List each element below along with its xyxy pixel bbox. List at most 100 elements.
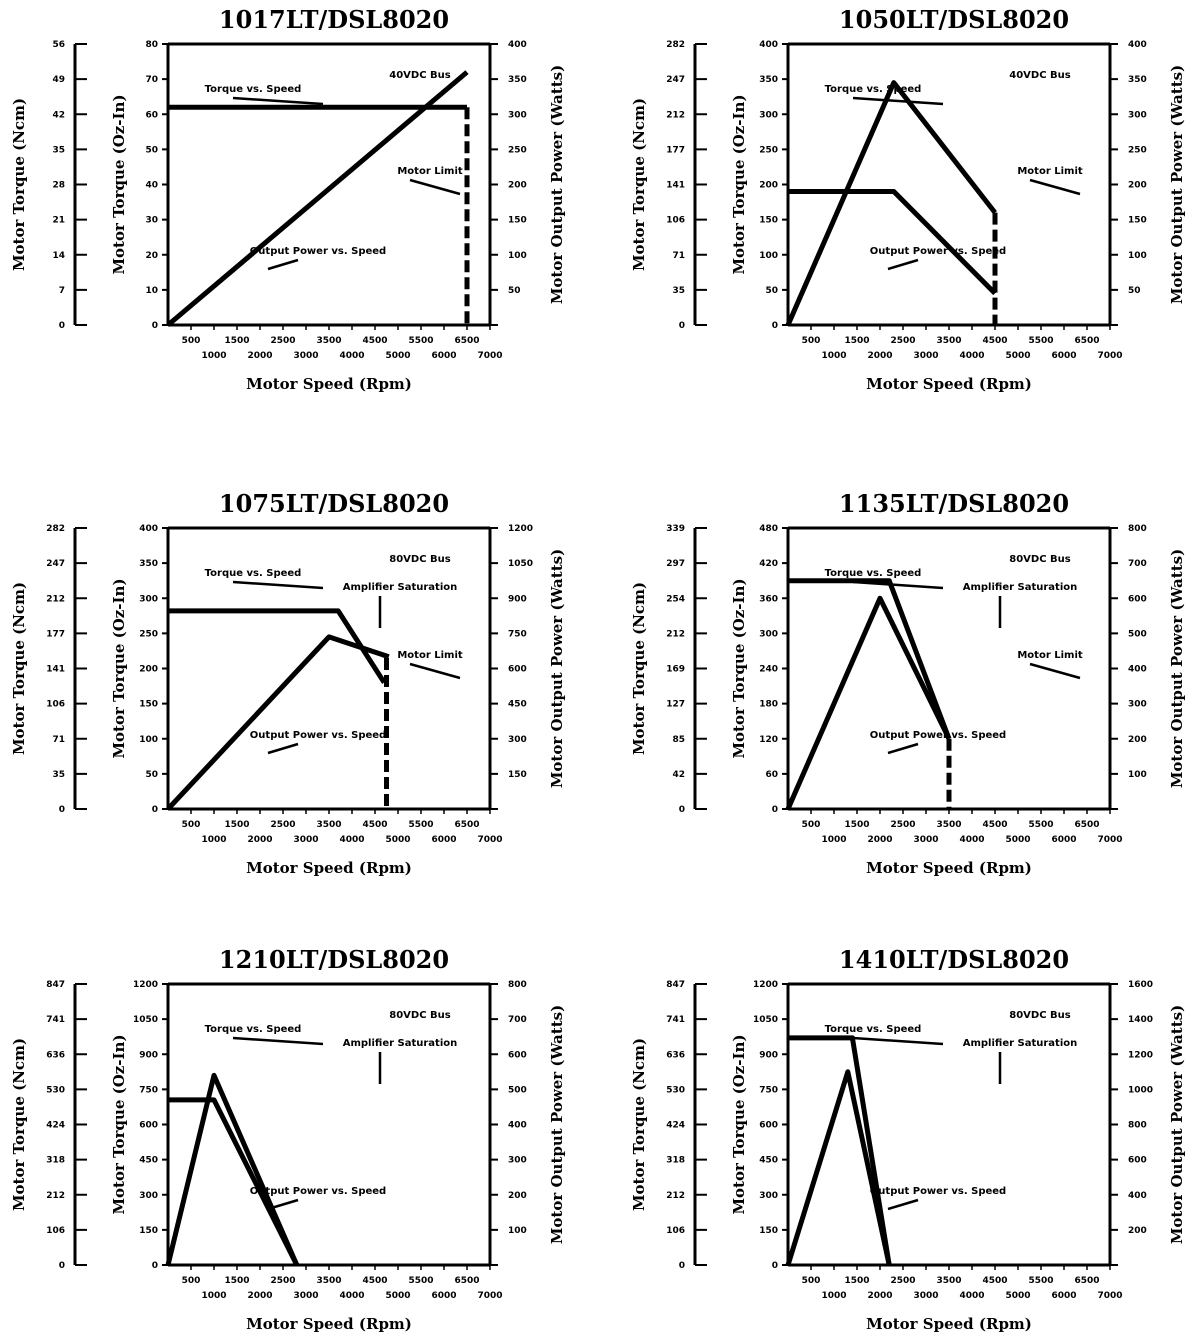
- ncm-tick-label: 530: [46, 1085, 65, 1095]
- annotation-label: Amplifier Saturation: [343, 1038, 458, 1049]
- power-tick-label: 1200: [508, 524, 533, 534]
- annotation-arrow: [1029, 178, 1081, 196]
- x-tick-label-upper: 6500: [1074, 1276, 1099, 1286]
- x-axis-label: Motor Speed (Rpm): [866, 1315, 1032, 1333]
- annotation-label: Output Power vs. Speed: [250, 730, 386, 741]
- power-tick-label: 1050: [508, 559, 533, 569]
- power-axis-label: Motor Output Power (Watts): [1168, 1005, 1186, 1244]
- ncm-tick-label: 106: [666, 1226, 685, 1236]
- x-tick-label-upper: 3500: [316, 1276, 341, 1286]
- x-tick-label-lower: 6000: [1051, 835, 1076, 845]
- x-tick-label-upper: 4500: [982, 336, 1007, 346]
- torque-series-line: [168, 608, 387, 684]
- power-axis-label: Motor Output Power (Watts): [1168, 65, 1186, 304]
- annotation-label: Motor Limit: [397, 650, 463, 661]
- x-tick-label-upper: 2500: [890, 820, 915, 830]
- chart-svg: 1017LT/DSL8020 0 7 14 21 28 35 42 49 56 Motor Torq…: [10, 5, 566, 393]
- x-tick-label-upper: 3500: [936, 1276, 961, 1286]
- power-tick-label: 400: [1128, 1191, 1147, 1201]
- ozin-tick-label: 300: [139, 1191, 158, 1201]
- bus-label: 40VDC Bus: [1009, 70, 1071, 81]
- power-tick-label: 800: [1128, 1121, 1147, 1131]
- x-tick-label-upper: 500: [182, 1276, 201, 1286]
- ncm-tick-label: 177: [666, 145, 685, 155]
- power-tick-label: 1400: [1128, 1015, 1153, 1025]
- annotation-label: Amplifier Saturation: [963, 582, 1078, 593]
- ncm-tick-label: 106: [46, 700, 65, 710]
- power-tick-label: 600: [508, 665, 527, 675]
- x-tick-label-upper: 6500: [454, 1276, 479, 1286]
- annotation-arrow: [852, 96, 944, 106]
- power-tick-label: 250: [1128, 145, 1147, 155]
- x-tick-label-lower: 1000: [201, 1291, 226, 1301]
- annotation-arrow: [887, 258, 919, 271]
- power-series-line: [785, 1069, 892, 1266]
- power-tick-label: 500: [1128, 629, 1147, 639]
- annotation-label: Output Power vs. Speed: [870, 246, 1006, 257]
- ncm-tick-label: 14: [52, 251, 65, 261]
- ozin-tick-label: 250: [139, 629, 158, 639]
- ncm-axis-label: Motor Torque (Ncm): [630, 1038, 648, 1211]
- power-series-line: [166, 70, 469, 327]
- annotation-arrow: [267, 1198, 299, 1211]
- power-tick-label: 350: [508, 75, 527, 85]
- power-tick-label: 500: [508, 1085, 527, 1095]
- torque-series-line: [788, 578, 952, 740]
- ncm-tick-label: 177: [46, 629, 65, 639]
- annotation-arrow: [232, 96, 324, 106]
- power-tick-label: 400: [508, 1121, 527, 1131]
- x-tick-label-upper: 500: [802, 820, 821, 830]
- x-tick-label-upper: 4500: [362, 820, 387, 830]
- x-tick-label-upper: 4500: [982, 820, 1007, 830]
- ncm-tick-label: 0: [679, 1261, 685, 1271]
- ozin-tick-label: 360: [759, 594, 778, 604]
- ncm-tick-label: 0: [679, 805, 685, 815]
- chart-title: 1410LT/DSL8020: [839, 945, 1069, 974]
- power-tick-label: 50: [1128, 286, 1141, 296]
- x-tick-label-lower: 6000: [1051, 1291, 1076, 1301]
- bus-label: 80VDC Bus: [389, 554, 451, 565]
- ozin-tick-label: 1050: [753, 1015, 778, 1025]
- chart-panel-4: 1135LT/DSL8020 0 42 85 127 169 212 254 297 339 Mot…: [620, 484, 1194, 884]
- power-tick-label: 100: [508, 251, 527, 261]
- power-tick-label: 100: [508, 1226, 527, 1236]
- annotation-label: Torque vs. Speed: [205, 84, 302, 95]
- ozin-tick-label: 600: [139, 1121, 158, 1131]
- x-tick-label-upper: 4500: [362, 1276, 387, 1286]
- x-tick-label-upper: 2500: [890, 1276, 915, 1286]
- ncm-axis-label: Motor Torque (Ncm): [10, 1038, 28, 1211]
- power-tick-label: 100: [1128, 251, 1147, 261]
- x-tick-label-lower: 6000: [1051, 351, 1076, 361]
- x-tick-label-lower: 2000: [867, 351, 892, 361]
- chart-panel-6: 1410LT/DSL8020 0 106 212 318 424 530 636 741 847 M…: [620, 940, 1194, 1338]
- power-tick-label: 350: [1128, 75, 1147, 85]
- ncm-tick-label: 636: [46, 1050, 65, 1060]
- ncm-tick-label: 71: [672, 251, 685, 261]
- x-tick-label-lower: 3000: [293, 1291, 318, 1301]
- ozin-tick-label: 1200: [753, 980, 778, 990]
- ozin-tick-label: 0: [152, 321, 158, 331]
- ncm-tick-label: 247: [666, 75, 685, 85]
- chart-panel-1: 1017LT/DSL8020 0 7 14 21 28 35 42 49 56 Motor Torq…: [0, 0, 597, 400]
- ozin-tick-label: 1200: [133, 980, 158, 990]
- annotation-label: Motor Limit: [397, 166, 463, 177]
- ozin-tick-label: 750: [759, 1085, 778, 1095]
- x-axis-label: Motor Speed (Rpm): [246, 1315, 412, 1333]
- ncm-tick-label: 212: [46, 1191, 65, 1201]
- ozin-tick-label: 0: [772, 805, 778, 815]
- x-tick-label-upper: 3500: [316, 820, 341, 830]
- chart-title: 1050LT/DSL8020: [839, 5, 1069, 34]
- x-tick-label-upper: 5500: [408, 336, 433, 346]
- power-axis-label: Motor Output Power (Watts): [1168, 549, 1186, 788]
- x-tick-label-upper: 4500: [362, 336, 387, 346]
- ncm-axis-label: Motor Torque (Ncm): [630, 582, 648, 755]
- ozin-axis-label: Motor Torque (Oz-In): [110, 1034, 128, 1214]
- ncm-tick-label: 42: [52, 110, 65, 120]
- power-tick-label: 300: [1128, 700, 1147, 710]
- ncm-tick-label: 35: [672, 286, 685, 296]
- x-tick-label-lower: 7000: [477, 351, 502, 361]
- ncm-tick-label: 0: [679, 321, 685, 331]
- x-tick-label-lower: 4000: [339, 1291, 364, 1301]
- ncm-tick-label: 0: [59, 1261, 65, 1271]
- power-tick-label: 400: [1128, 40, 1147, 50]
